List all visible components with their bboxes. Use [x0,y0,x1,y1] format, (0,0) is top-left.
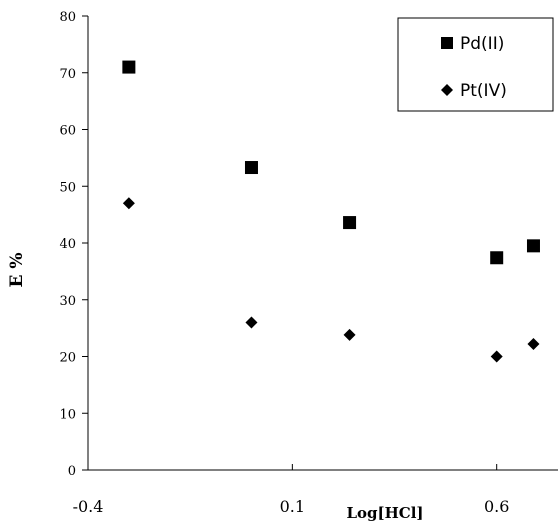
legend-box [397,17,554,112]
pt-data-point [343,328,356,341]
pt-data-point [245,316,258,329]
pd-data-point [343,216,357,230]
y-tick-label: 10 [59,407,76,422]
legend: Pd(II) Pt(IV) [397,17,554,112]
pd-data-point [244,161,258,175]
x-axis-title: Log[HCl] [346,504,423,521]
legend-label-pt: Pt(IV) [460,81,507,101]
y-tick-label: 40 [59,237,76,252]
y-tick-label: 20 [59,351,76,366]
legend-marker-pd [441,37,453,49]
x-tick-label: 0.1 [280,497,305,516]
pd-data-point [122,60,136,74]
y-axis-title: E % [7,252,27,287]
pt-data-point [122,197,135,210]
pt-data-point [527,338,540,351]
y-tick-label: 70 [59,67,76,82]
y-tick-label: 60 [59,124,76,139]
y-tick-label: 80 [59,10,76,25]
x-tick-label: 0.6 [484,497,509,516]
y-tick-label: 0 [68,464,76,479]
y-tick-label: 30 [59,294,76,309]
y-axis-ticks: 0 10 20 30 40 50 60 70 80 [59,10,88,479]
x-axis-ticks: -0.4 0.1 0.6 [73,464,509,516]
x-tick-label: -0.4 [73,497,104,516]
pt-data-point [490,350,503,363]
pd-data-point [490,251,504,265]
y-tick-label: 50 [59,180,76,195]
legend-label-pd: Pd(II) [460,34,504,54]
legend-marker-pt [441,84,453,96]
data-marks [122,60,540,363]
pd-data-point [526,239,540,253]
